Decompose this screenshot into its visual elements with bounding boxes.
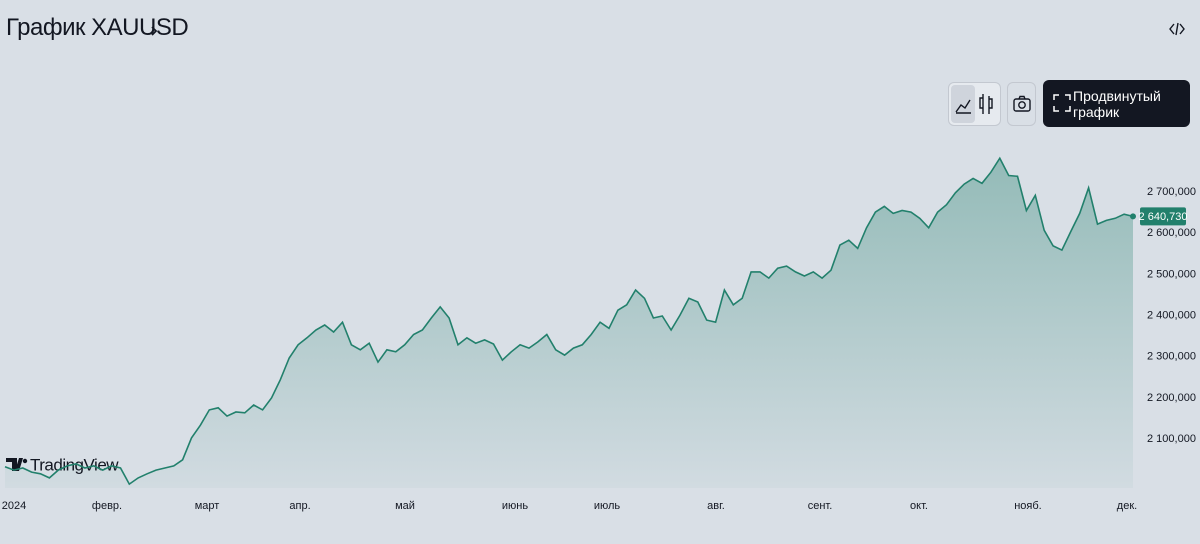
advanced-chart-label: Продвинутый график xyxy=(1073,87,1161,120)
x-tick-label: март xyxy=(195,500,220,512)
embed-icon[interactable] xyxy=(1168,20,1186,38)
advanced-chart-button[interactable]: Продвинутый график xyxy=(1043,80,1190,127)
x-tick-label: 2024 xyxy=(2,500,26,512)
x-tick-label: окт. xyxy=(910,500,928,512)
x-tick-label: сент. xyxy=(808,500,833,512)
y-tick-label: 2 500,000 xyxy=(1147,268,1196,280)
y-tick-label: 2 200,000 xyxy=(1147,392,1196,404)
x-tick-label: май xyxy=(395,500,415,512)
price-line xyxy=(4,156,1134,486)
snapshot-button[interactable] xyxy=(1007,82,1036,126)
y-tick-label: 2 700,000 xyxy=(1147,186,1196,198)
x-tick-label: февр. xyxy=(92,500,122,512)
x-tick-label: июнь xyxy=(502,500,528,512)
x-tick-label: нояб. xyxy=(1014,500,1042,512)
camera-icon xyxy=(1013,95,1031,112)
y-tick-label: 2 300,000 xyxy=(1147,351,1196,363)
expand-icon xyxy=(1053,94,1071,112)
last-price-label: 2 640,730 xyxy=(1139,211,1188,223)
area-layer xyxy=(5,158,1133,488)
title-chevron xyxy=(151,26,158,36)
y-tick-label: 2 400,000 xyxy=(1147,309,1196,321)
x-tick-label: авг. xyxy=(707,500,725,512)
widget-title[interactable]: График XAUUSD xyxy=(6,14,189,41)
area xyxy=(5,158,1133,488)
last-price-box xyxy=(1140,207,1186,226)
x-tick-label: дек. xyxy=(1117,500,1137,512)
x-tick-label: июль xyxy=(594,500,621,512)
x-tick-label: апр. xyxy=(289,500,310,512)
last-point xyxy=(1130,213,1136,220)
y-tick-label: 2 600,000 xyxy=(1147,227,1196,239)
chart-type-buttons[interactable] xyxy=(950,84,1000,124)
y-tick-label: 2 100,000 xyxy=(1147,433,1196,445)
